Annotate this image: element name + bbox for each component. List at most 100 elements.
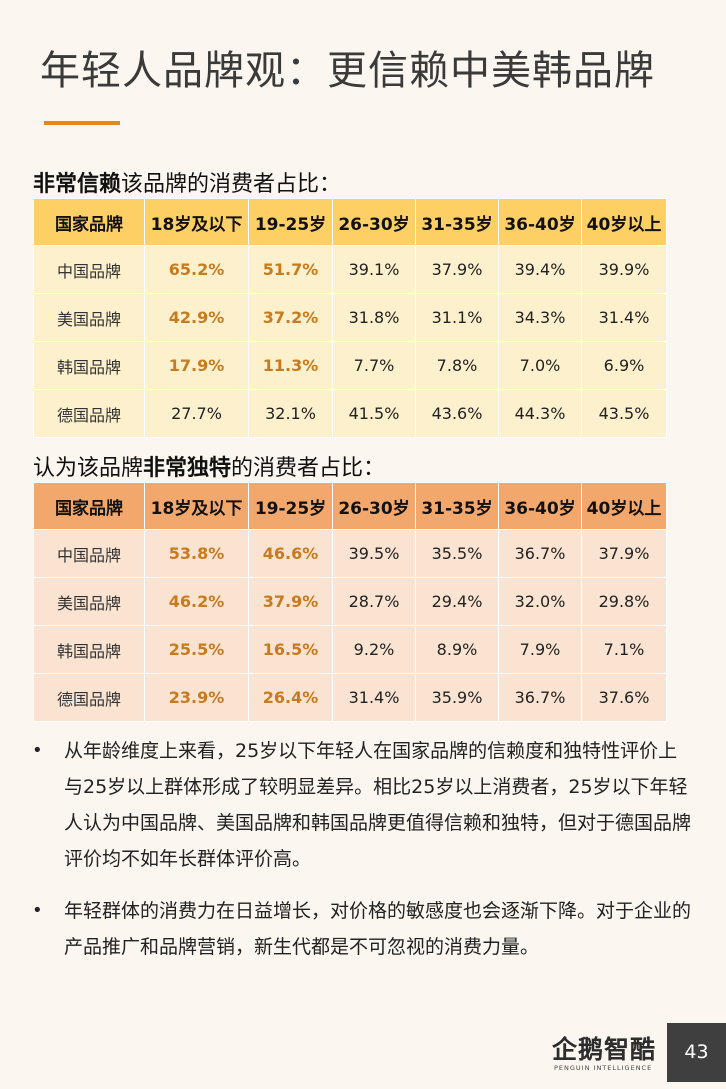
cell-value: 39.9% [581, 245, 667, 294]
col-header-36-40: 36-40岁 [498, 482, 582, 530]
col-header-26-30: 26-30岁 [332, 198, 416, 246]
cell-value: 7.8% [415, 341, 499, 390]
cell-value: 29.8% [581, 577, 667, 626]
col-header-40-plus: 40岁以上 [581, 482, 667, 530]
cell-value: 43.5% [581, 389, 667, 438]
uniqueness-table-header-row: 国家品牌 18岁及以下 19-25岁 26-30岁 31-35岁 36-40岁 … [33, 482, 667, 530]
table-row: 美国品牌 46.2% 37.9% 28.7% 29.4% 32.0% 29.8% [33, 577, 667, 626]
cell-value: 7.1% [581, 625, 667, 674]
table-row: 中国品牌 53.8% 46.6% 39.5% 35.5% 36.7% 37.9% [33, 529, 667, 578]
cell-value: 37.9% [415, 245, 499, 294]
cell-value: 26.4% [248, 673, 333, 722]
cell-value: 34.3% [498, 293, 582, 342]
section2-heading-pre: 认为该品牌 [33, 456, 144, 481]
bullet-marker: • [32, 740, 43, 761]
row-brand: 中国品牌 [33, 245, 145, 294]
cell-value: 27.7% [144, 389, 249, 438]
cell-value: 25.5% [144, 625, 249, 674]
section1-heading-rest: 该品牌的消费者占比： [121, 172, 342, 197]
cell-value: 44.3% [498, 389, 582, 438]
page-number: 43 [667, 1023, 726, 1082]
cell-value: 23.9% [144, 673, 249, 722]
col-header-31-35: 31-35岁 [415, 482, 499, 530]
cell-value: 7.7% [332, 341, 416, 390]
cell-value: 31.4% [332, 673, 416, 722]
col-header-18-under: 18岁及以下 [144, 482, 249, 530]
table-row: 德国品牌 27.7% 32.1% 41.5% 43.6% 44.3% 43.5% [33, 389, 667, 438]
page-title: 年轻人品牌观：更信赖中美韩品牌 [40, 48, 655, 94]
section1-heading: 非常信赖该品牌的消费者占比： [33, 166, 341, 198]
col-header-brand: 国家品牌 [33, 482, 145, 530]
col-header-19-25: 19-25岁 [248, 198, 333, 246]
cell-value: 36.7% [498, 529, 582, 578]
row-brand: 中国品牌 [33, 529, 145, 578]
cell-value: 9.2% [332, 625, 416, 674]
table-row: 韩国品牌 25.5% 16.5% 9.2% 8.9% 7.9% 7.1% [33, 625, 667, 674]
cell-value: 16.5% [248, 625, 333, 674]
cell-value: 11.3% [248, 341, 333, 390]
row-brand: 美国品牌 [33, 293, 145, 342]
table-row: 美国品牌 42.9% 37.2% 31.8% 31.1% 34.3% 31.4% [33, 293, 667, 342]
cell-value: 37.6% [581, 673, 667, 722]
col-header-19-25: 19-25岁 [248, 482, 333, 530]
section2-heading-bold: 非常独特 [143, 456, 232, 481]
section1-heading-bold: 非常信赖 [33, 172, 122, 197]
col-header-31-35: 31-35岁 [415, 198, 499, 246]
cell-value: 65.2% [144, 245, 249, 294]
cell-value: 46.2% [144, 577, 249, 626]
cell-value: 32.0% [498, 577, 582, 626]
row-brand: 德国品牌 [33, 673, 145, 722]
bullet-marker: • [32, 900, 43, 921]
list-item: • 从年龄维度上来看，25岁以下年轻人在国家品牌的信赖度和独特性评价上与25岁以… [32, 733, 692, 877]
title-underline [44, 121, 120, 125]
cell-value: 51.7% [248, 245, 333, 294]
section2-heading: 认为该品牌非常独特的消费者占比： [33, 450, 385, 482]
cell-value: 7.0% [498, 341, 582, 390]
cell-value: 39.1% [332, 245, 416, 294]
cell-value: 17.9% [144, 341, 249, 390]
row-brand: 美国品牌 [33, 577, 145, 626]
cell-value: 39.5% [332, 529, 416, 578]
col-header-brand: 国家品牌 [33, 198, 145, 246]
bullet-text: 年轻群体的消费力在日益增长，对价格的敏感度也会逐渐下降。对于企业的产品推广和品牌… [64, 900, 692, 958]
cell-value: 32.1% [248, 389, 333, 438]
cell-value: 31.1% [415, 293, 499, 342]
trust-table: 国家品牌 18岁及以下 19-25岁 26-30岁 31-35岁 36-40岁 … [33, 198, 667, 438]
cell-value: 28.7% [332, 577, 416, 626]
cell-value: 35.9% [415, 673, 499, 722]
section2-heading-rest: 的消费者占比： [231, 456, 386, 481]
list-item: • 年轻群体的消费力在日益增长，对价格的敏感度也会逐渐下降。对于企业的产品推广和… [32, 893, 692, 965]
cell-value: 31.4% [581, 293, 667, 342]
cell-value: 39.4% [498, 245, 582, 294]
cell-value: 53.8% [144, 529, 249, 578]
uniqueness-table: 国家品牌 18岁及以下 19-25岁 26-30岁 31-35岁 36-40岁 … [33, 482, 667, 722]
cell-value: 31.8% [332, 293, 416, 342]
cell-value: 43.6% [415, 389, 499, 438]
row-brand: 韩国品牌 [33, 625, 145, 674]
bullet-text: 从年龄维度上来看，25岁以下年轻人在国家品牌的信赖度和独特性评价上与25岁以上群… [64, 740, 692, 870]
cell-value: 41.5% [332, 389, 416, 438]
brand-logo: 企鹅智酷 PENGUIN INTELLIGENCE [552, 1030, 662, 1080]
cell-value: 37.9% [581, 529, 667, 578]
cell-value: 8.9% [415, 625, 499, 674]
table-row: 德国品牌 23.9% 26.4% 31.4% 35.9% 36.7% 37.6% [33, 673, 667, 722]
cell-value: 29.4% [415, 577, 499, 626]
col-header-18-under: 18岁及以下 [144, 198, 249, 246]
cell-value: 36.7% [498, 673, 582, 722]
table-row: 中国品牌 65.2% 51.7% 39.1% 37.9% 39.4% 39.9% [33, 245, 667, 294]
table-row: 韩国品牌 17.9% 11.3% 7.7% 7.8% 7.0% 6.9% [33, 341, 667, 390]
row-brand: 韩国品牌 [33, 341, 145, 390]
trust-table-header-row: 国家品牌 18岁及以下 19-25岁 26-30岁 31-35岁 36-40岁 … [33, 198, 667, 246]
logo-subtitle: PENGUIN INTELLIGENCE [554, 1064, 653, 1072]
cell-value: 37.2% [248, 293, 333, 342]
col-header-40-plus: 40岁以上 [581, 198, 667, 246]
cell-value: 35.5% [415, 529, 499, 578]
cell-value: 46.6% [248, 529, 333, 578]
cell-value: 42.9% [144, 293, 249, 342]
findings-list: • 从年龄维度上来看，25岁以下年轻人在国家品牌的信赖度和独特性评价上与25岁以… [32, 733, 692, 981]
cell-value: 7.9% [498, 625, 582, 674]
cell-value: 37.9% [248, 577, 333, 626]
col-header-26-30: 26-30岁 [332, 482, 416, 530]
row-brand: 德国品牌 [33, 389, 145, 438]
cell-value: 6.9% [581, 341, 667, 390]
